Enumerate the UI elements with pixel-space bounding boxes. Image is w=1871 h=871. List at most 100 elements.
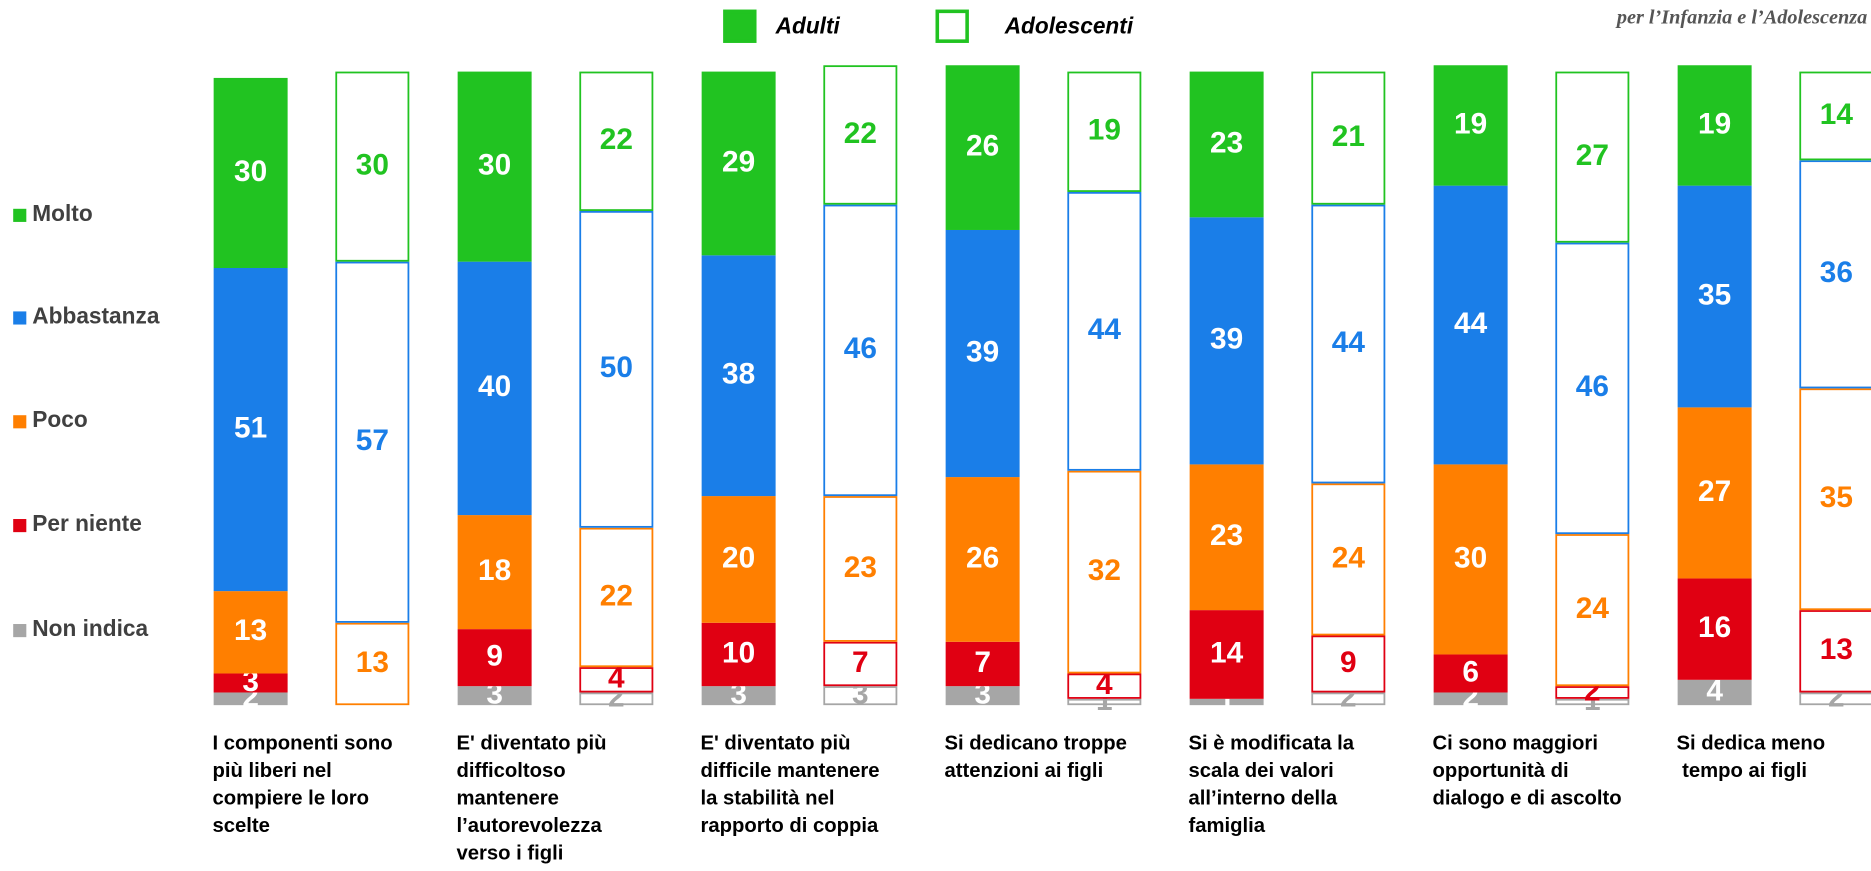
data-label: 9 — [1340, 646, 1357, 679]
bar-segment — [823, 641, 898, 687]
bar-segment — [701, 622, 776, 687]
bar-segment — [1067, 191, 1142, 471]
bar-segment — [1311, 71, 1386, 205]
bar-segment — [1189, 217, 1264, 465]
data-label: 14 — [1210, 636, 1244, 669]
data-label: 16 — [1698, 611, 1731, 644]
bar-segment — [1799, 610, 1871, 693]
bar-segment — [579, 527, 654, 668]
bar-segment — [945, 477, 1020, 642]
data-label: 19 — [1454, 107, 1487, 140]
bar-segment — [335, 261, 410, 623]
data-label: 35 — [1698, 278, 1731, 311]
bar-segment — [1311, 692, 1386, 706]
data-label: 4 — [1096, 668, 1113, 701]
bar-segment — [1677, 407, 1752, 579]
legend-swatch — [13, 311, 27, 325]
bar-segment — [1067, 71, 1142, 192]
data-label: 36 — [1820, 256, 1853, 289]
legend-swatch — [13, 624, 27, 638]
bar-segment — [1433, 185, 1508, 465]
logo-text: per l’Infanzia e l’Adolescenza — [1615, 7, 1868, 29]
bar-segment — [1555, 686, 1630, 699]
data-label: 26 — [966, 541, 999, 574]
bar-segment — [1799, 71, 1871, 161]
data-label: 26 — [966, 129, 999, 162]
legend-swatch — [13, 519, 27, 533]
bar-segment — [457, 686, 532, 706]
bar-segment — [1311, 204, 1386, 484]
bar-segment — [701, 71, 776, 256]
bar-segment — [213, 77, 288, 268]
data-label: 13 — [356, 646, 389, 679]
bar-segment — [1555, 71, 1630, 243]
bar-segment — [1433, 654, 1508, 693]
bar-segment — [1433, 692, 1508, 706]
bar-segment — [335, 71, 410, 262]
bar-segment — [1799, 692, 1871, 706]
data-label: 19 — [1088, 114, 1121, 147]
data-label: 38 — [722, 358, 755, 391]
data-label: 39 — [1210, 323, 1243, 356]
bar-segment — [945, 229, 1020, 478]
bar-segment — [579, 667, 654, 693]
data-label: 24 — [1332, 541, 1366, 574]
bar-segment — [823, 496, 898, 642]
bar-segment — [1433, 65, 1508, 186]
data-label: 9 — [486, 640, 503, 673]
bar-segment — [823, 686, 898, 706]
data-label: 14 — [1820, 98, 1854, 131]
data-label: 51 — [234, 411, 267, 444]
data-label: 46 — [1576, 370, 1609, 403]
data-label: 44 — [1454, 307, 1488, 340]
bar-segment — [213, 673, 288, 693]
x-tick-label: E' diventato più difficile mantenere la st… — [700, 733, 879, 837]
bar-segment — [1311, 635, 1386, 693]
data-label: 46 — [844, 332, 877, 365]
bar-segment — [579, 210, 654, 528]
legend-label: Poco — [32, 406, 87, 432]
bar-segment — [1189, 610, 1264, 699]
data-label: 20 — [722, 541, 755, 574]
bar-segment — [1433, 464, 1508, 655]
bar-segment — [1067, 673, 1142, 699]
bar-segment — [701, 255, 776, 497]
data-label: 21 — [1332, 120, 1365, 153]
data-label: 7 — [852, 646, 869, 679]
data-label: 30 — [478, 148, 511, 181]
legend-label: Non indica — [32, 615, 148, 641]
bar-segment — [701, 686, 776, 706]
bar-segment — [1677, 679, 1752, 706]
bar-segment — [701, 496, 776, 623]
bar-segment — [1067, 470, 1142, 674]
data-label: 30 — [1454, 541, 1487, 574]
data-label: 44 — [1088, 313, 1122, 346]
data-label: 23 — [1210, 519, 1243, 552]
x-tick-label: Si è modificata la scala dei valori all’in… — [1188, 733, 1354, 837]
data-label: 7 — [974, 646, 991, 679]
x-tick-label: Si dedicano troppe attenzioni ai figli — [944, 733, 1126, 782]
bar-segment — [213, 692, 288, 706]
bar-segment — [1189, 464, 1264, 611]
data-label: 22 — [600, 579, 633, 612]
data-label: 4 — [608, 662, 625, 695]
bar-segment — [1555, 698, 1630, 706]
legend-label: Molto — [32, 200, 92, 226]
bar-segment — [945, 65, 1020, 230]
data-label: 18 — [478, 554, 511, 587]
data-label: 27 — [1576, 139, 1609, 172]
bar-segment — [1677, 578, 1752, 680]
bar-segment — [335, 622, 410, 706]
legend-swatch — [935, 9, 969, 43]
x-tick-label: E' diventato più difficoltoso mantenere l’a… — [456, 733, 606, 865]
data-label: 32 — [1088, 554, 1121, 587]
legend-swatch — [723, 9, 757, 43]
legend-label: Per niente — [32, 510, 142, 536]
data-label: 4 — [1706, 674, 1723, 707]
bar-segment — [1677, 65, 1752, 186]
bar-segment — [457, 261, 532, 516]
bar-segment — [1189, 71, 1264, 218]
bar-segment — [579, 692, 654, 706]
bar-segment — [823, 204, 898, 497]
